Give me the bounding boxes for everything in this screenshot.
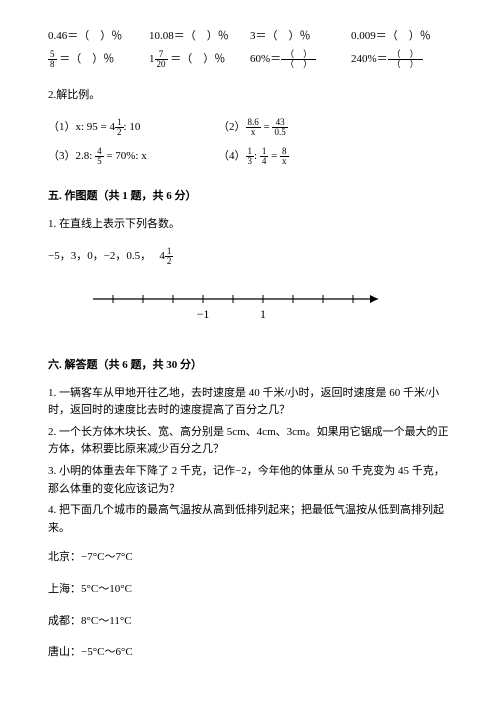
section6-heading: 六. 解答题（共 6 题，共 30 分） [48, 357, 452, 375]
number-line: −1 1 [88, 284, 452, 335]
q6-2: 2. 一个长方体木块长、宽、高分别是 5cm、4cm、3cm。如果用它锯成一个最… [48, 424, 452, 459]
eq4: （4）13: 14 = 8x [218, 147, 289, 166]
city-beijing: 北京：−7°C～7°C [48, 549, 452, 567]
conv-item: 240%＝（ ）（ ） [351, 50, 452, 69]
city-tangshan: 唐山：−5°C～6°C [48, 644, 452, 662]
q6-3: 3. 小明的体重去年下降了 2 千克，记作−2，今年他的体重从 50 千克变为 … [48, 463, 452, 498]
q6-4: 4. 把下面几个城市的最高气温按从高到低排列起来；把最低气温按从低到高排列起来。 [48, 502, 452, 537]
conv-item: 0.009＝（ ）％ [351, 28, 452, 46]
conv-item: 10.08＝（ ）％ [149, 28, 250, 46]
section5-heading: 五. 作图题（共 1 题，共 6 分） [48, 188, 452, 206]
eq3: （3）2.8: 45 = 70%: x [48, 147, 218, 166]
numbers-list: −5，3，0，−2，0.5， 412 [48, 247, 452, 266]
eq2: （2）8.6x = 430.5 [218, 118, 288, 137]
conv-item: 1720 ＝（ ）％ [149, 50, 250, 69]
conv-item: 58 ＝（ ）％ [48, 50, 149, 69]
q2-title: 2.解比例。 [48, 87, 452, 105]
eq1: （1）x: 95 = 412: 10 [48, 118, 218, 137]
conv-item: 60%＝（ ）（ ） [250, 50, 351, 69]
q6-1: 1. 一辆客车从甲地开往乙地，去时速度是 40 千米/小时，返回时速度是 60 … [48, 385, 452, 420]
tick-minus-1: −1 [197, 307, 210, 321]
tick-plus-1: 1 [260, 307, 266, 321]
city-shanghai: 上海：5°C～10°C [48, 581, 452, 599]
sec5-q1: 1. 在直线上表示下列各数。 [48, 216, 452, 234]
conv-item: 0.46＝（ ）％ [48, 28, 149, 46]
conv-item: 3＝（ ）％ [250, 28, 351, 46]
city-chengdu: 成都：8°C～11°C [48, 613, 452, 631]
